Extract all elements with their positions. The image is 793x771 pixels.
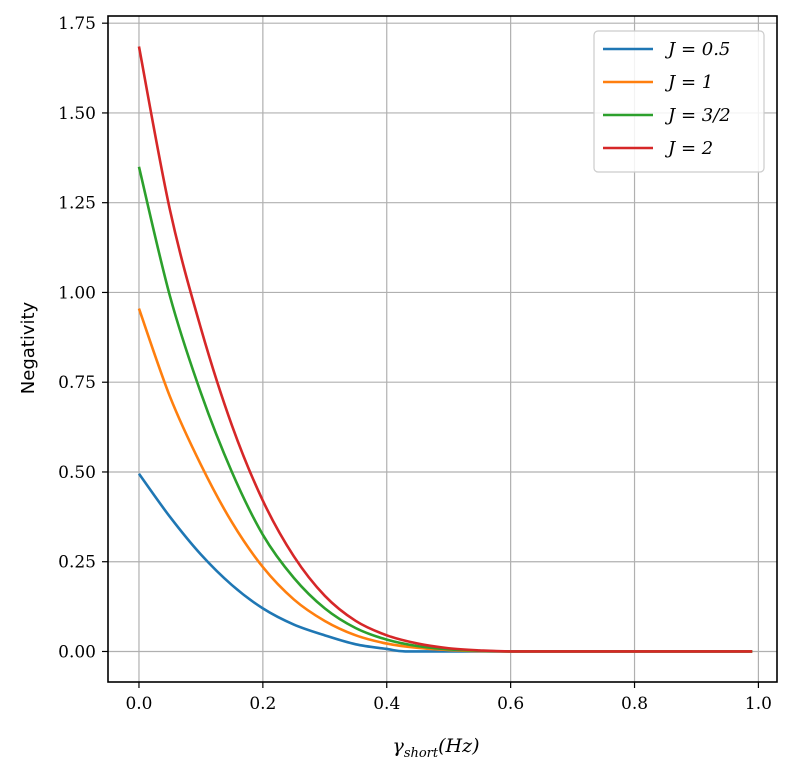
y-tick-label: 1.75 xyxy=(58,14,96,34)
y-tick-label: 1.25 xyxy=(58,194,96,214)
y-tick-label: 1.00 xyxy=(58,283,96,303)
x-tick-label: 0.0 xyxy=(125,694,152,714)
series-line-j-1 xyxy=(137,308,753,653)
series-line-j-3-2 xyxy=(137,166,753,653)
x-tick-label: 0.4 xyxy=(373,694,400,714)
legend: J = 0.5 J = 1 J = 3/2 J = 2 xyxy=(593,30,765,173)
axis-ticks: 0.0 0.2 0.4 0.6 0.8 1.0 0.00 0.25 0.50 0.75 1.00 1.… xyxy=(58,14,772,714)
series-line-j-2 xyxy=(137,46,753,653)
x-tick-label: 0.2 xyxy=(249,694,276,714)
y-tick-label: 0.50 xyxy=(58,463,96,483)
y-tick-label: 1.50 xyxy=(58,104,96,124)
legend-box xyxy=(593,30,765,173)
x-tick-label: 1.0 xyxy=(745,694,772,714)
x-axis-label: γshort(Hz) xyxy=(392,735,479,761)
legend-label-j-2: J = 2 xyxy=(664,138,713,159)
series-line-j-0-5 xyxy=(137,473,753,653)
y-tick-label: 0.75 xyxy=(58,373,96,393)
legend-label-j-1: J = 1 xyxy=(664,72,713,93)
x-tick-label: 0.6 xyxy=(497,694,524,714)
series-lines xyxy=(137,46,753,653)
y-tick-label: 0.25 xyxy=(58,553,96,573)
x-tick-label: 0.8 xyxy=(621,694,648,714)
legend-label-j-3-2: J = 3/2 xyxy=(664,105,731,126)
legend-label-j-0-5: J = 0.5 xyxy=(664,39,730,60)
plot-frame xyxy=(107,15,778,683)
y-axis-label: Negativity xyxy=(18,301,39,394)
y-tick-label: 0.00 xyxy=(58,642,96,662)
